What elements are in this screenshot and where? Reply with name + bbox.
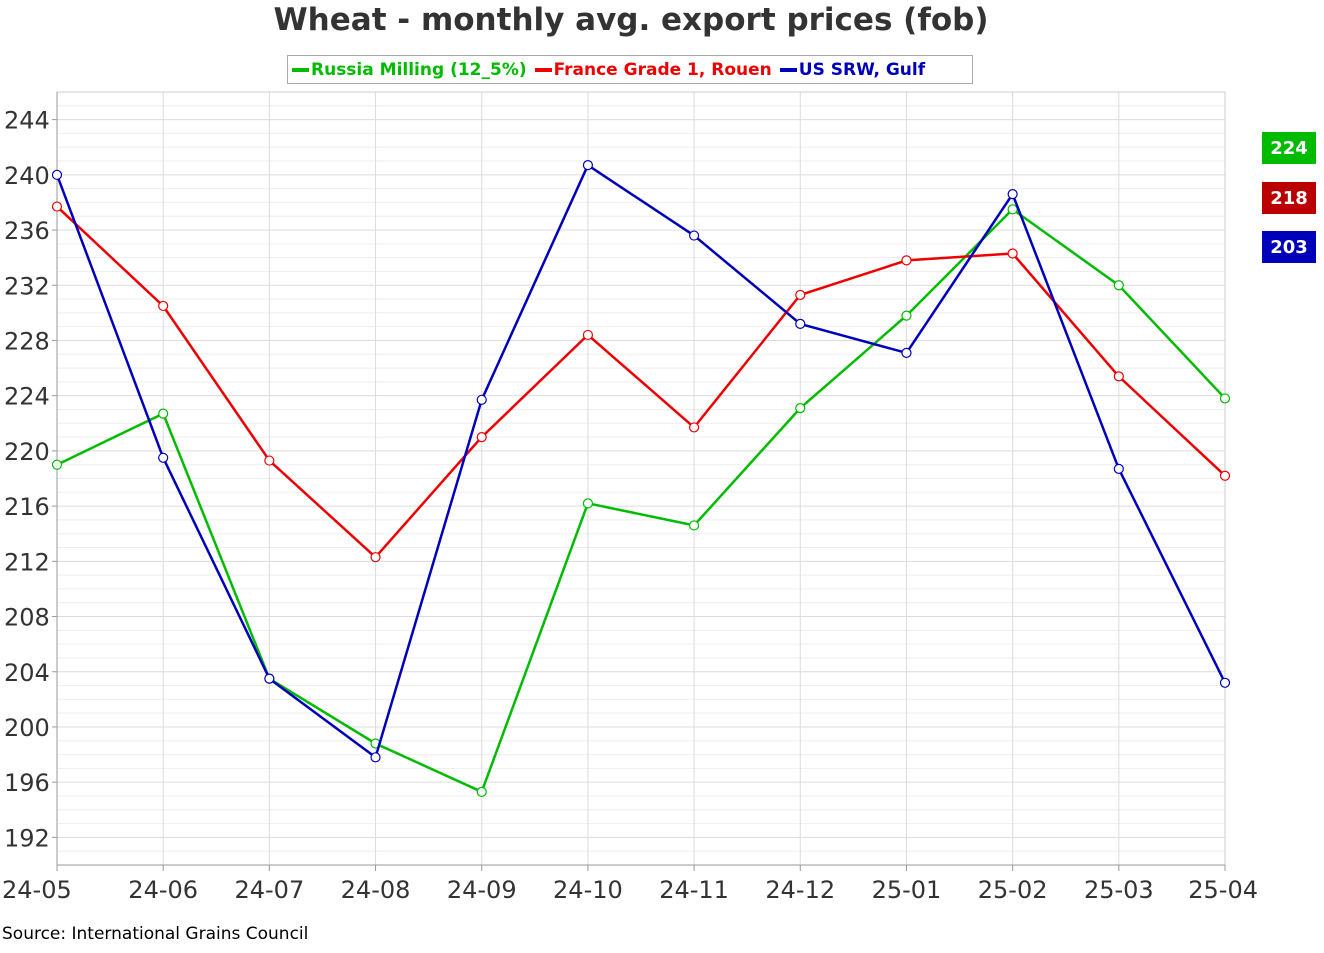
data-point	[795, 318, 806, 329]
data-point	[370, 552, 381, 563]
grid	[56, 91, 1226, 866]
data-point	[901, 255, 912, 266]
y-tick-label: 236	[4, 217, 50, 245]
chart-legend: Russia Milling (12_5%) France Grade 1, R…	[287, 55, 973, 84]
data-point	[1113, 463, 1124, 474]
data-point	[1219, 393, 1231, 404]
x-tick-label: 24-12	[765, 876, 835, 904]
y-tick-label: 220	[4, 438, 50, 466]
data-point	[476, 786, 487, 797]
chart-title: Wheat - monthly avg. export prices (fob)	[273, 2, 989, 38]
data-point	[582, 498, 594, 509]
data-point	[51, 169, 63, 180]
data-point	[901, 310, 912, 321]
axes: 192 196 200 204 208 212 216 220 224 228 232 236 240 2…	[2, 92, 1258, 904]
data-point	[158, 300, 169, 312]
data-point	[795, 289, 806, 301]
x-tick-label: 24-06	[128, 876, 198, 904]
legend-item-france[interactable]: France Grade 1, Rouen	[534, 59, 772, 80]
y-tick-label: 224	[4, 383, 50, 411]
data-point	[1007, 204, 1018, 215]
x-tick-label: 24-11	[659, 876, 729, 904]
y-tick-label: 212	[4, 548, 50, 576]
series-line-2	[55, 163, 1227, 759]
data-point	[51, 201, 63, 212]
data-point	[1219, 470, 1231, 481]
x-tick-label: 25-01	[872, 876, 942, 904]
y-tick-label: 232	[4, 272, 50, 300]
legend-label: US SRW, Gulf	[798, 59, 926, 80]
series-line-1	[56, 205, 1226, 559]
data-point	[688, 422, 700, 433]
x-tick-label: 25-04	[1188, 876, 1258, 904]
data-point	[476, 431, 487, 443]
x-tick-label: 24-07	[234, 876, 304, 904]
data-point	[51, 459, 63, 470]
legend-swatch	[292, 67, 309, 72]
legend-label: France Grade 1, Rouen	[553, 59, 772, 80]
data-point	[1219, 677, 1231, 688]
x-tick-label: 24-05	[2, 876, 72, 904]
end-label-russia: 224	[1262, 132, 1316, 164]
data-point	[158, 408, 169, 419]
data-point	[476, 394, 487, 405]
y-tick-label: 204	[4, 659, 50, 687]
y-tick-label: 196	[4, 769, 50, 797]
y-tick-label: 200	[4, 714, 50, 742]
legend-item-russia[interactable]: Russia Milling (12_5%)	[292, 60, 527, 80]
y-tick-label: 208	[4, 604, 50, 632]
y-tick-label: 216	[4, 493, 50, 521]
data-point	[1113, 280, 1124, 291]
x-tick-label: 25-02	[978, 876, 1048, 904]
data-point	[1113, 371, 1124, 382]
end-label-us: 203	[1262, 231, 1316, 263]
x-tick-label: 24-10	[553, 876, 623, 904]
y-tick-label: 228	[4, 327, 50, 355]
data-point	[688, 520, 700, 531]
data-point	[1007, 189, 1018, 200]
data-point	[582, 160, 594, 171]
series-line-0	[56, 208, 1226, 794]
legend-item-us[interactable]: US SRW, Gulf	[779, 59, 926, 80]
data-point	[158, 452, 169, 463]
data-point	[370, 752, 381, 763]
data-point	[688, 230, 700, 241]
x-tick-label: 24-08	[341, 876, 411, 904]
legend-swatch	[779, 67, 797, 72]
y-tick-label: 244	[4, 107, 50, 135]
series	[51, 160, 1231, 797]
y-tick-label: 192	[4, 824, 50, 852]
data-point	[1007, 248, 1018, 259]
data-point	[901, 347, 912, 358]
data-point	[264, 673, 275, 684]
legend-label: Russia Milling (12_5%)	[311, 59, 527, 80]
end-label-france: 218	[1262, 182, 1316, 214]
y-tick-label: 240	[4, 162, 50, 190]
x-tick-label: 24-09	[447, 876, 517, 904]
x-tick-label: 25-03	[1084, 876, 1154, 904]
data-point	[582, 329, 594, 341]
data-point	[795, 403, 806, 414]
legend-swatch	[534, 67, 552, 72]
source-note: Source: International Grains Council	[2, 924, 309, 944]
data-point	[264, 455, 275, 466]
